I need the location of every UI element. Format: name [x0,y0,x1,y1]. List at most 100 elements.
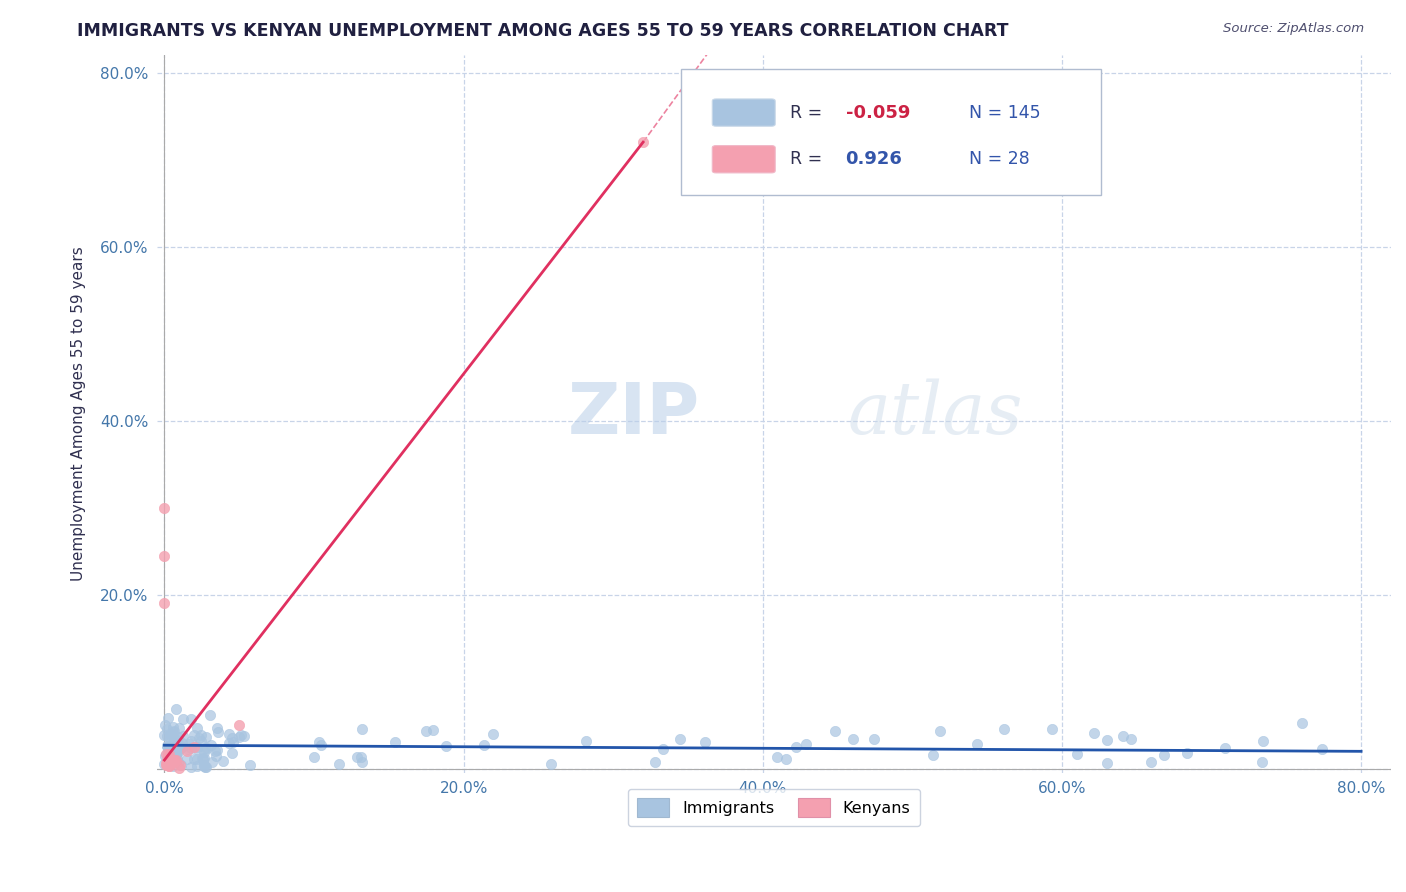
Point [222,734,245,748]
Point [190,728,212,742]
Point [785,739,807,754]
Point [157,759,180,773]
FancyBboxPatch shape [682,70,1101,195]
Point [1312,742,1334,756]
Point [162,724,184,739]
Point [183,752,205,766]
Point [169,744,191,758]
Point [1153,747,1175,762]
Point [693,734,716,748]
Point [644,755,666,769]
Point [1291,716,1313,731]
Point [159,750,181,764]
Point [167,730,190,744]
Point [163,755,186,769]
Point [163,741,186,756]
Point [929,723,952,738]
Point [474,738,496,752]
Point [191,752,214,766]
Point [162,720,184,734]
Point [346,749,368,764]
Point [153,757,176,772]
Point [172,729,194,743]
Point [159,754,181,768]
Point [350,756,373,770]
Point [159,755,181,769]
Point [1040,722,1063,736]
Point [966,737,988,751]
Point [172,712,194,726]
Point [540,757,562,772]
Point [186,722,208,736]
Point [1175,746,1198,760]
Point [172,740,194,755]
Point [183,739,205,754]
Point [156,739,179,754]
Point [162,735,184,749]
Point [194,760,217,774]
Point [156,753,179,767]
Point [1213,741,1236,756]
Point [1095,756,1118,770]
FancyBboxPatch shape [713,145,775,173]
Y-axis label: Unemployment Among Ages 55 to 59 years: Unemployment Among Ages 55 to 59 years [72,247,86,582]
Point [194,741,217,756]
Point [1095,732,1118,747]
Point [167,761,190,775]
Point [193,745,215,759]
Point [177,742,200,756]
Point [218,735,240,749]
Point [157,756,180,770]
Point [193,759,215,773]
Point [218,727,240,741]
Point [205,722,228,736]
Point [775,751,797,765]
Point [1111,729,1133,743]
Point [352,723,374,737]
Point [180,734,202,748]
Point [862,732,884,747]
Point [165,748,187,763]
Point [155,718,177,732]
Point [177,737,200,751]
Point [170,736,193,750]
Point [167,756,190,770]
Point [170,740,193,755]
Text: N = 145: N = 145 [969,103,1040,121]
Point [165,743,187,757]
Point [200,755,222,769]
Point [155,756,177,770]
Point [180,712,202,726]
Point [434,739,457,753]
Point [165,753,187,767]
Point [165,702,187,716]
Point [159,754,181,768]
Point [1066,747,1088,761]
Text: N = 28: N = 28 [969,150,1029,169]
Point [156,739,179,753]
Point [204,749,226,764]
Point [163,731,186,746]
Point [302,750,325,764]
Point [765,749,787,764]
Point [993,723,1015,737]
Point [156,757,179,772]
Point [160,743,183,757]
Point [233,729,256,743]
Point [1251,755,1274,769]
Point [162,724,184,739]
Point [239,757,262,772]
Point [153,748,176,763]
Point [195,740,218,755]
Point [155,756,177,771]
Point [207,725,229,739]
Point [166,746,188,760]
Point [159,749,181,764]
Point [198,708,221,723]
Point [162,752,184,766]
Point [159,727,181,741]
Point [482,727,505,741]
Point [156,757,179,772]
Point [193,751,215,765]
Text: ZIP: ZIP [568,380,700,449]
